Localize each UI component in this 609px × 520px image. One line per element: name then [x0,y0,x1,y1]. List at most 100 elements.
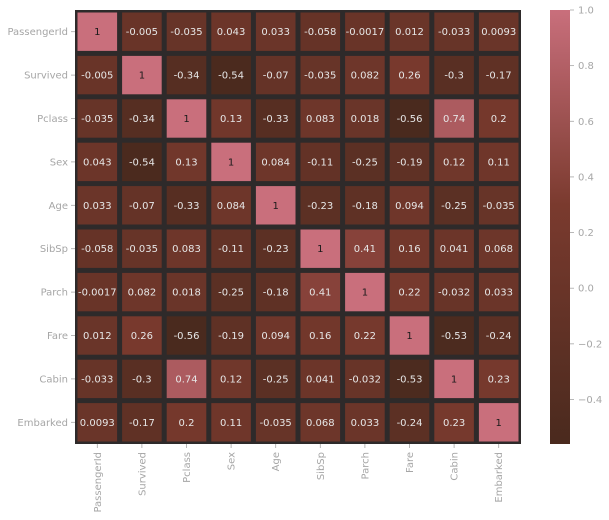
cell-value-label: 0.74 [175,374,197,385]
cell-value-label: -0.033 [81,374,113,385]
cell-value-label: -0.035 [260,418,292,429]
cell-value-label: 0.74 [443,114,465,125]
heatmap-cell [300,186,341,225]
heatmap-cell [300,55,341,95]
cell-value-label: -0.33 [174,201,200,212]
row-tick-label: Embarked [17,418,68,429]
cell-value-label: 0.043 [217,27,246,38]
heatmap-cell [211,12,251,51]
heatmap-cell [77,12,118,51]
cell-value-label: 1 [451,374,457,385]
cell-value-label: 1 [273,201,279,212]
heatmap-cell [122,403,162,442]
colorbar-tick-label: 0.0 [578,284,594,295]
cell-value-label: -0.032 [438,288,470,299]
colorbar-tick-label: 0.4 [578,172,594,183]
cell-value-label: -0.07 [263,71,289,82]
column-tick-label: SibSp [316,452,327,480]
heatmap-cell [300,99,341,138]
row-tick-label: PassengerId [7,27,68,38]
cell-value-label: 0.12 [220,374,242,385]
cell-value-label: -0.005 [81,71,113,82]
cell-value-label: 0.11 [220,418,242,429]
heatmap-cell [300,272,341,312]
cell-value-label: 0.083 [306,114,335,125]
heatmap-cell [122,272,162,312]
heatmap-cell [77,142,118,182]
cell-value-label: 0.22 [398,288,420,299]
heatmap-cell [478,359,519,399]
row-tick-label: SibSp [40,244,68,255]
heatmap-cell [211,316,251,355]
heatmap-cell [166,316,207,355]
cell-value-label: -0.032 [349,374,381,385]
heatmap-cell [122,55,162,95]
heatmap-cell [345,403,385,442]
heatmap-cell [166,229,207,268]
heatmap-cell [211,186,251,225]
cell-value-label: -0.17 [129,418,155,429]
heatmap-cell [166,186,207,225]
heatmap-cell [211,99,251,138]
heatmap-cell [255,186,296,225]
heatmap-cell [166,99,207,138]
heatmap-cell [122,12,162,51]
cell-value-label: 1 [406,331,412,342]
cell-value-label: -0.56 [397,114,423,125]
cell-value-label: 1 [228,157,234,168]
cell-value-label: 0.041 [440,244,469,255]
heatmap-cell [300,316,341,355]
cell-value-label: -0.035 [304,71,336,82]
heatmap-cell [122,99,162,138]
heatmap-cell [166,55,207,95]
heatmap-cell [389,55,430,95]
column-tick-label: PassengerId [93,452,104,513]
cell-value-label: -0.035 [483,201,515,212]
heatmap-cell [434,359,474,399]
cell-value-label: -0.33 [263,114,289,125]
cell-value-label: 0.11 [488,157,510,168]
heatmap-cell [389,359,430,399]
cell-value-label: -0.23 [263,244,289,255]
cell-value-label: 0.0093 [80,418,115,429]
cell-value-label: 1 [496,418,502,429]
heatmap-cell [434,272,474,312]
cell-value-label: -0.25 [218,288,244,299]
cell-value-label: 0.084 [261,157,290,168]
cell-value-label: -0.11 [218,244,244,255]
cell-value-label: 0.068 [484,244,513,255]
heatmap-cell [255,272,296,312]
heatmap-cell [300,359,341,399]
heatmap-cell [122,142,162,182]
cell-value-label: -0.18 [352,201,378,212]
cell-value-label: 0.018 [351,114,380,125]
heatmap-cells: 1 -0.005 -0.035 0.043 0.033 -0.058 -0.0017 0.01… [75,10,521,444]
heatmap-cell [77,359,118,399]
heatmap-cell [389,142,430,182]
colorbar-gradient [550,10,570,444]
colorbar-tick-label: 0.8 [578,61,594,72]
heatmap-cell [478,229,519,268]
heatmap-cell [478,186,519,225]
cell-value-label: 0.033 [261,27,290,38]
heatmap-cell [300,142,341,182]
cell-value-label: 0.043 [83,157,112,168]
cell-value-label: 0.13 [175,157,197,168]
column-tick-label: Sex [227,452,238,470]
heatmap-cell [77,55,118,95]
cell-value-label: 0.12 [443,157,465,168]
heatmap-cell [478,316,519,355]
cell-value-label: 0.41 [309,288,331,299]
cell-value-label: 1 [139,71,145,82]
cell-value-label: -0.0017 [346,27,385,38]
heatmap-cell [211,55,251,95]
heatmap-cell [389,403,430,442]
heatmap-cell [345,316,385,355]
heatmap-cell [122,316,162,355]
column-tick-label: Embarked [494,452,505,503]
cell-value-label: -0.25 [352,157,378,168]
cell-value-label: -0.34 [174,71,200,82]
heatmap-cell [255,229,296,268]
heatmap-cell [345,359,385,399]
cell-value-label: 0.26 [131,331,153,342]
